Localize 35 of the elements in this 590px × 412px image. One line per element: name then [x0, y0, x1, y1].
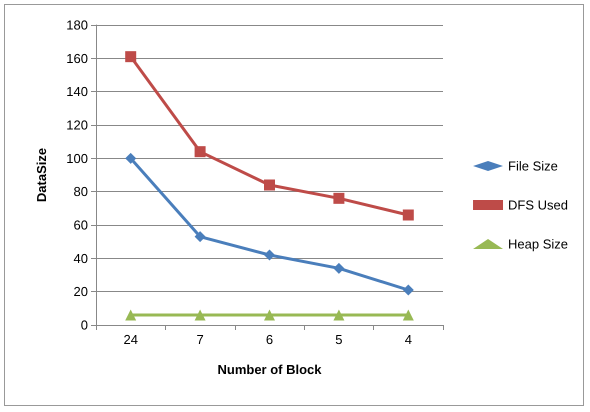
point	[264, 250, 275, 260]
point	[333, 192, 344, 204]
y-tick-label: 160	[66, 50, 88, 66]
y-tick-label: 60	[74, 218, 88, 232]
point	[194, 146, 206, 158]
point	[264, 310, 275, 320]
y-tick-label: 120	[66, 118, 88, 132]
y-tick-label: 0	[80, 318, 88, 332]
y-tick-label: 80	[74, 184, 88, 200]
legend-label: DFS Used	[508, 198, 568, 212]
y-tick-label: 180	[66, 18, 88, 32]
point	[125, 310, 136, 320]
point	[125, 152, 136, 164]
y-tick-label: 20	[74, 284, 88, 300]
point	[333, 262, 344, 274]
x-tick-label: 7	[196, 332, 204, 347]
x-tick-label: 5	[335, 332, 343, 347]
x-tick-label: 6	[266, 332, 274, 347]
point	[194, 310, 206, 320]
point	[402, 210, 414, 220]
legend-label: File Size	[508, 158, 558, 174]
point	[402, 284, 414, 296]
x-tick-label: 4	[404, 332, 412, 347]
point	[264, 180, 275, 190]
y-axis-title: DataSize	[34, 148, 49, 202]
point	[194, 231, 206, 242]
point	[402, 310, 414, 320]
y-tick-label: 140	[66, 84, 88, 100]
point	[333, 310, 344, 320]
x-tick-label: 24	[123, 332, 138, 347]
point	[125, 51, 136, 62]
legend-label: Heap Size	[508, 236, 568, 252]
y-tick-label: 40	[74, 250, 88, 266]
x-axis-title: Number of Block	[217, 362, 322, 377]
y-tick-label: 100	[66, 150, 88, 166]
